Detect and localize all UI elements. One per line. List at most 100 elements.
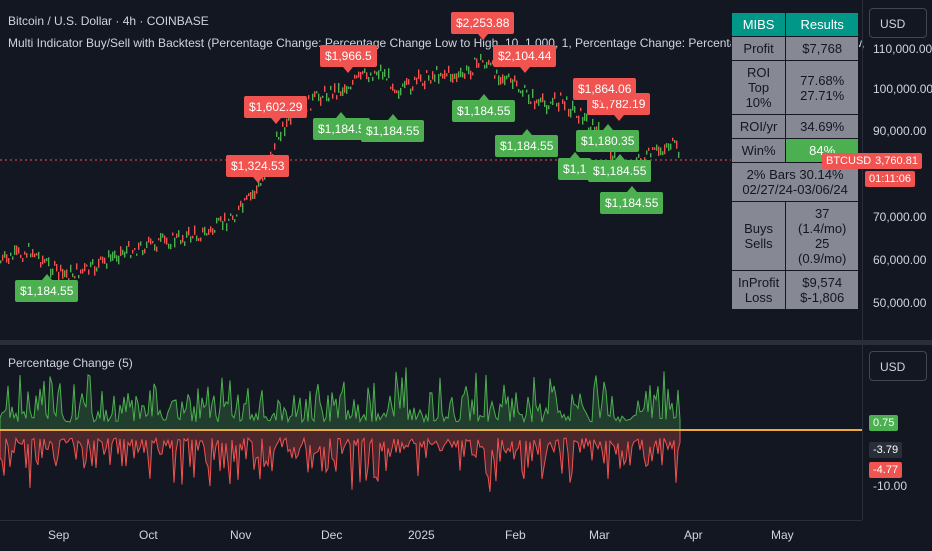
candle bbox=[574, 106, 576, 113]
candle bbox=[192, 235, 194, 239]
candle bbox=[32, 249, 34, 258]
symbol-legend[interactable]: Bitcoin / U.S. Dollar · 4h · COINBASE bbox=[8, 14, 209, 28]
buy-signal: $1,1 bbox=[558, 152, 592, 180]
candle bbox=[486, 61, 488, 69]
candle bbox=[314, 91, 316, 98]
candle bbox=[310, 108, 312, 111]
candle bbox=[316, 91, 318, 94]
candle bbox=[522, 89, 524, 97]
candle bbox=[212, 228, 214, 235]
candle bbox=[312, 93, 314, 101]
candle bbox=[534, 100, 536, 110]
candle bbox=[2, 254, 4, 261]
candle bbox=[566, 96, 568, 100]
indicator-legend[interactable]: Multi Indicator Buy/Sell with Backtest (… bbox=[8, 36, 868, 50]
candle bbox=[208, 228, 210, 235]
candle bbox=[670, 143, 672, 150]
indicator-value-up: 0.75 bbox=[869, 415, 899, 431]
candle bbox=[496, 69, 498, 74]
candle bbox=[66, 269, 68, 278]
row-bars: 2% Bars 30.14% 02/27/24-03/06/24 bbox=[730, 162, 860, 202]
candle bbox=[318, 93, 320, 102]
pane-separator[interactable] bbox=[0, 340, 932, 345]
price-chart-canvas bbox=[0, 53, 862, 282]
candle bbox=[6, 254, 8, 263]
candle bbox=[154, 244, 156, 251]
candle bbox=[80, 269, 82, 274]
indicator-currency-button[interactable]: USD bbox=[869, 351, 927, 381]
candle bbox=[50, 268, 52, 278]
row-label: Profit bbox=[730, 36, 787, 61]
candle bbox=[0, 260, 2, 264]
candle bbox=[570, 108, 572, 118]
candle bbox=[666, 143, 668, 148]
candle bbox=[134, 248, 136, 251]
candle bbox=[640, 158, 642, 162]
price-chart[interactable] bbox=[0, 0, 862, 340]
candle bbox=[382, 71, 384, 80]
candle bbox=[538, 99, 540, 106]
candle bbox=[118, 255, 120, 265]
candle bbox=[550, 101, 552, 104]
buy-signal: $1,184.55 bbox=[361, 114, 425, 142]
candle bbox=[462, 72, 464, 78]
candle bbox=[34, 253, 36, 258]
candle bbox=[16, 245, 18, 256]
candle bbox=[648, 147, 650, 151]
up-series bbox=[0, 367, 681, 431]
candle bbox=[674, 140, 676, 144]
candle bbox=[578, 115, 580, 124]
candle bbox=[256, 185, 258, 194]
candle bbox=[510, 78, 512, 83]
candle bbox=[610, 150, 612, 160]
candle bbox=[650, 153, 652, 158]
candle bbox=[422, 82, 424, 87]
candle bbox=[150, 238, 152, 245]
candle bbox=[20, 254, 22, 259]
candle bbox=[672, 137, 674, 142]
time-axis[interactable]: Sep Oct Nov Dec 2025 Feb Mar Apr May bbox=[0, 520, 862, 551]
candle bbox=[482, 60, 484, 63]
candle bbox=[176, 233, 178, 239]
row-label: ROI Top 10% bbox=[730, 60, 787, 115]
candle bbox=[322, 95, 324, 98]
candle bbox=[344, 84, 346, 93]
candle bbox=[668, 143, 670, 152]
candle bbox=[478, 63, 480, 68]
candle bbox=[196, 235, 198, 242]
candle bbox=[194, 225, 196, 235]
sell-signal: $1,324.53 bbox=[226, 155, 290, 183]
candle bbox=[330, 85, 332, 91]
candle bbox=[492, 60, 494, 65]
candle bbox=[512, 79, 514, 90]
candle bbox=[146, 241, 148, 249]
time-tick: Oct bbox=[139, 528, 158, 542]
row-label: Win% bbox=[730, 138, 787, 163]
candle bbox=[584, 112, 586, 121]
candle bbox=[458, 71, 460, 78]
candle bbox=[4, 251, 6, 258]
indicator-title[interactable]: Percentage Change (5) bbox=[8, 356, 133, 370]
indicator-axis[interactable]: USD 0.75 -3.79 -4.77 -10.00 bbox=[862, 345, 932, 520]
candle bbox=[490, 62, 492, 66]
candle bbox=[164, 235, 166, 244]
candle bbox=[186, 231, 188, 238]
sell-signal: $2,104.44 bbox=[493, 45, 557, 73]
candle bbox=[336, 95, 338, 100]
candle bbox=[234, 219, 236, 223]
candle bbox=[338, 82, 340, 93]
row-label: InProfit Loss bbox=[730, 270, 787, 310]
candle bbox=[418, 69, 420, 80]
candle bbox=[494, 75, 496, 79]
currency-button[interactable]: USD bbox=[869, 8, 927, 38]
price-axis[interactable]: USD 110,000.00 100,000.00 90,000.00 70,0… bbox=[862, 0, 932, 340]
candle bbox=[162, 233, 164, 238]
candle bbox=[64, 270, 66, 278]
candle bbox=[528, 94, 530, 105]
candle bbox=[378, 70, 380, 80]
indicator-pane[interactable] bbox=[0, 345, 862, 520]
candle bbox=[140, 241, 142, 246]
candle bbox=[202, 227, 204, 233]
candle bbox=[60, 264, 62, 272]
candle bbox=[88, 269, 90, 275]
